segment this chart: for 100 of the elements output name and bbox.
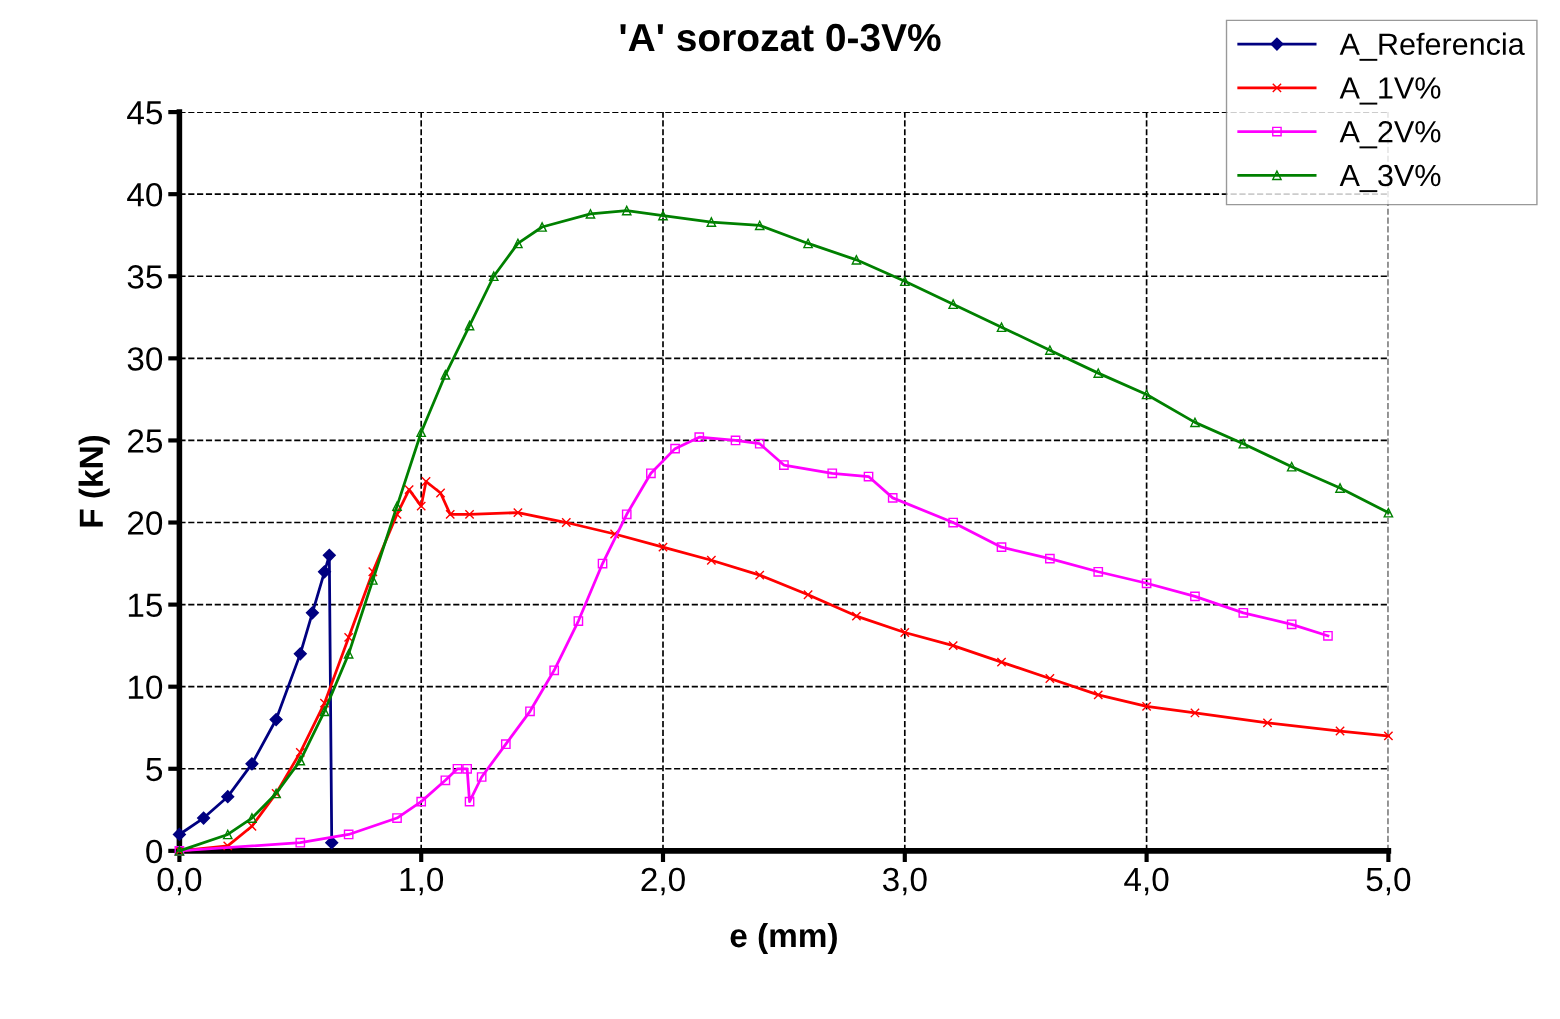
point: [295, 837, 306, 848]
point: [1141, 578, 1152, 589]
point: [1238, 607, 1249, 618]
point: [416, 501, 427, 511]
point: [1045, 345, 1055, 356]
point: [1262, 717, 1273, 728]
point: [996, 657, 1007, 667]
point: [435, 488, 446, 498]
point: [343, 648, 354, 659]
legend-label: A_1V%: [1339, 77, 1441, 105]
point: [573, 616, 584, 626]
point: [513, 507, 523, 518]
point: [500, 739, 511, 750]
x-tick-label: 1,0: [400, 867, 444, 896]
point: [404, 484, 414, 495]
point: [1093, 368, 1104, 378]
point: [549, 665, 560, 676]
point: [754, 220, 765, 231]
legend-label: A_3V%: [1339, 164, 1441, 193]
point: [996, 322, 1007, 333]
point: [1190, 708, 1200, 718]
point: [706, 555, 717, 566]
point: [1093, 566, 1104, 577]
y-tick-label: 45: [127, 101, 163, 125]
x-tick-label: 4,0: [1124, 867, 1169, 896]
point: [476, 772, 487, 782]
point: [416, 427, 427, 438]
point: [462, 763, 473, 774]
point: [863, 471, 874, 482]
point: [343, 632, 354, 643]
point: [537, 222, 547, 232]
x-tick-label: 3,0: [882, 867, 927, 896]
point: [1141, 389, 1152, 400]
point: [1383, 507, 1394, 518]
point: [319, 698, 330, 708]
point: [597, 558, 608, 569]
y-tick-label: 5: [146, 757, 163, 782]
x-tick-label: 5,0: [1366, 867, 1411, 896]
x-axis-title: e (mm): [730, 922, 837, 954]
point: [899, 276, 910, 287]
point: [305, 606, 319, 620]
point: [488, 271, 499, 282]
point: [827, 468, 838, 479]
point: [948, 299, 959, 310]
point: [440, 369, 451, 380]
point: [851, 254, 862, 265]
point: [464, 509, 475, 520]
point: [1335, 483, 1345, 493]
point: [1141, 701, 1152, 712]
point: [1286, 619, 1297, 630]
point: [779, 460, 789, 470]
y-tick-label: 35: [127, 265, 163, 289]
point: [445, 509, 456, 520]
point: [317, 565, 332, 579]
x-tick-label: 0,0: [157, 867, 202, 896]
point: [851, 611, 862, 621]
point: [222, 829, 233, 840]
point: [343, 829, 354, 840]
y-tick-label: 0: [146, 839, 163, 864]
point: [948, 640, 959, 651]
point: [1286, 461, 1297, 472]
point: [585, 209, 596, 219]
point: [887, 493, 898, 503]
point: [1190, 591, 1200, 602]
point: [269, 712, 283, 727]
point: [899, 627, 910, 638]
point: [1383, 731, 1394, 741]
point: [247, 813, 257, 823]
point: [1093, 690, 1104, 700]
point: [392, 501, 402, 511]
y-tick-label: 30: [127, 347, 163, 371]
point: [1045, 553, 1055, 564]
point: [561, 517, 572, 528]
point: [658, 210, 668, 221]
point: [319, 706, 330, 717]
point: [525, 706, 535, 717]
point: [694, 432, 705, 443]
point: [646, 468, 656, 479]
point: [1045, 673, 1055, 684]
x-tick-label: 2,0: [641, 867, 685, 896]
point: [730, 435, 741, 446]
legend-label: A_Referencia: [1339, 32, 1525, 61]
point: [670, 443, 680, 454]
legend-label: A_2V%: [1339, 120, 1441, 149]
point: [1190, 417, 1200, 428]
chart-title: 'A' sorozat 0-3V%: [620, 23, 941, 52]
point: [621, 509, 632, 520]
point: [367, 566, 378, 577]
point: [1238, 438, 1249, 449]
point: [221, 790, 235, 804]
y-tick-label: 20: [128, 511, 163, 535]
point: [464, 320, 475, 331]
point: [322, 548, 336, 562]
point: [1335, 726, 1345, 736]
point: [416, 796, 427, 807]
point: [245, 757, 259, 771]
point: [803, 238, 813, 249]
point: [513, 238, 523, 249]
point: [706, 217, 717, 227]
point: [367, 575, 378, 585]
